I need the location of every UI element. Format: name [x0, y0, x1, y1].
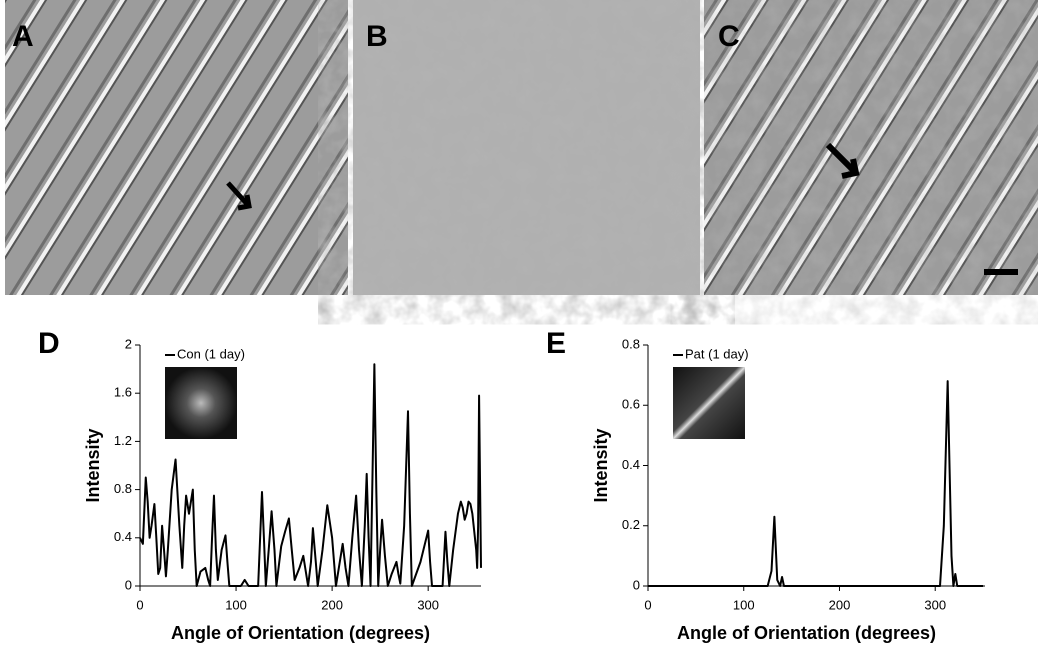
- panel-label: C: [718, 20, 740, 53]
- x-axis-title: Angle of Orientation (degrees): [677, 623, 936, 643]
- y-axis-title: Intensity: [591, 428, 611, 502]
- x-tick-label: 0: [644, 597, 651, 612]
- x-tick-label: 100: [733, 597, 755, 612]
- y-tick-label: 2: [125, 336, 132, 351]
- y-tick-label: 0.4: [114, 529, 132, 544]
- legend-label: Con (1 day): [177, 346, 245, 361]
- micrograph-c: [704, 0, 1038, 295]
- y-tick-label: 1.2: [114, 433, 132, 448]
- panel-label: D: [38, 327, 60, 360]
- panel-label: E: [546, 327, 566, 360]
- fft-inset: [673, 367, 745, 439]
- panel-label: B: [366, 20, 388, 53]
- legend-label: Pat (1 day): [685, 346, 749, 361]
- x-axis-title: Angle of Orientation (degrees): [171, 623, 430, 643]
- y-tick-label: 0: [125, 577, 132, 592]
- charts: D 0 0.4 0.8 1.2 1.6 2 0 100 200 300 Intensity Angle …: [38, 327, 985, 643]
- y-tick-label: 0.8: [114, 481, 132, 496]
- x-tick-label: 300: [417, 597, 439, 612]
- x-tick-label: 200: [321, 597, 343, 612]
- y-tick-label: 1.6: [114, 385, 132, 400]
- x-tick-label: 100: [225, 597, 247, 612]
- fft-inset: [165, 367, 237, 439]
- x-tick-label: 0: [136, 597, 143, 612]
- data-line: [648, 380, 984, 587]
- y-tick-label: 0: [633, 577, 640, 592]
- micrograph-a: [5, 0, 348, 295]
- y-tick-label: 0.6: [622, 397, 640, 412]
- micrograph-b: [353, 0, 700, 295]
- data-line: [139, 363, 482, 587]
- x-tick-label: 300: [924, 597, 946, 612]
- y-tick-label: 0.4: [622, 457, 640, 472]
- panel-label: A: [12, 20, 34, 53]
- x-tick-label: 200: [829, 597, 851, 612]
- y-axis-title: Intensity: [83, 428, 103, 502]
- y-tick-label: 0.8: [622, 336, 640, 351]
- y-tick-label: 0.2: [622, 517, 640, 532]
